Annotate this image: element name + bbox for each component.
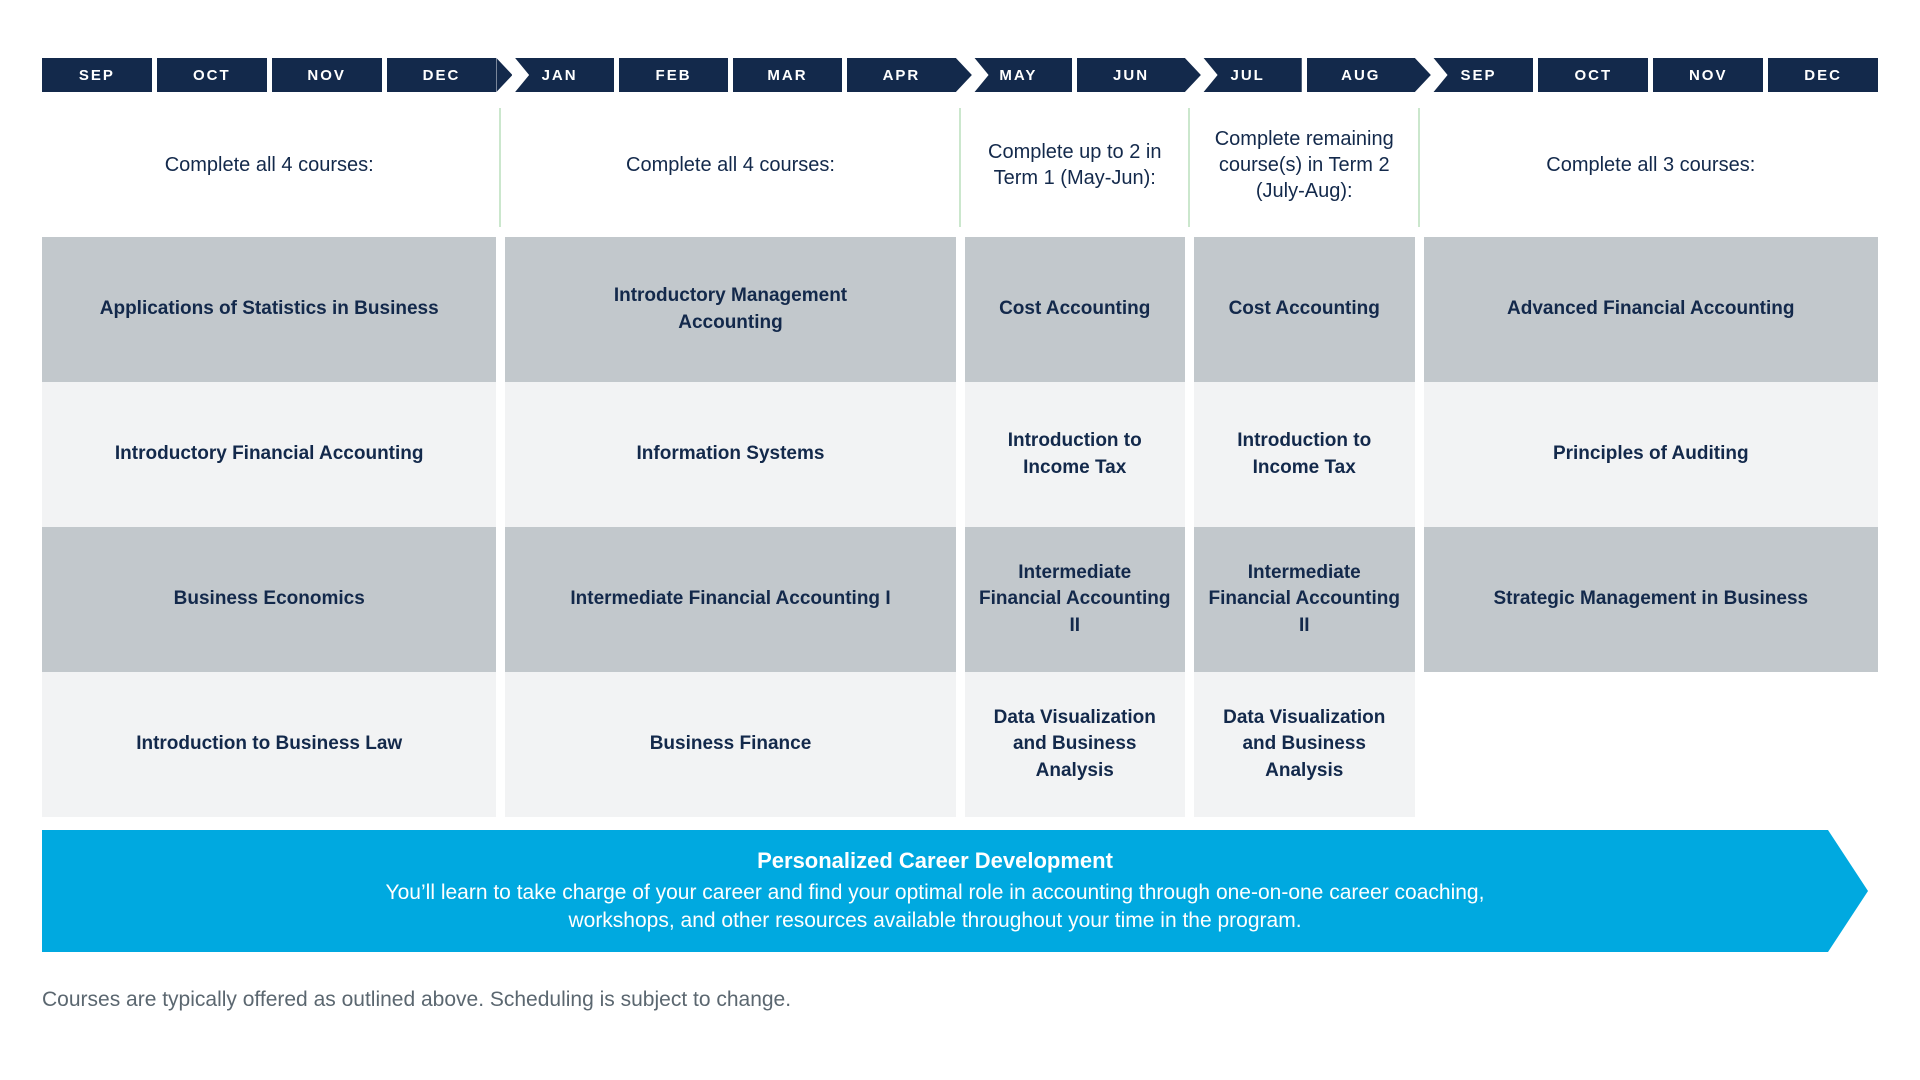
course-box: Information Systems	[505, 382, 956, 527]
course-column: Applications of Statistics in Business I…	[42, 237, 497, 817]
month-cell: NOV	[1653, 58, 1764, 92]
column-header-label: Complete remaining course(s) in Term 2 (…	[1214, 127, 1394, 202]
month-cell: FEB	[619, 58, 728, 92]
course-column: Advanced Financial Accounting Principles…	[1423, 237, 1878, 817]
schedule-footnote: Courses are typically offered as outline…	[42, 988, 792, 1011]
course-name: Information Systems	[636, 443, 825, 465]
column-header-label: Complete all 3 courses:	[1546, 153, 1756, 176]
course-box: Introduction to Income Tax	[964, 382, 1185, 527]
course-name: Applications of Statistics in Business	[99, 298, 439, 320]
month-group-year1-winter: JAN FEB MAR APR	[505, 58, 956, 92]
month-cell: AUG	[1306, 58, 1415, 92]
month-cell: OCT	[156, 58, 267, 92]
month-group-summer-term2: JUL AUG	[1194, 58, 1415, 92]
course-name: Introduction to Business Law	[136, 733, 403, 755]
course-box: Introductory Management Accounting	[505, 237, 956, 382]
course-name: Intermediate Financial Accounting I	[570, 588, 891, 610]
course-box: Introduction to Income Tax	[1193, 382, 1415, 527]
course-box: Business Finance	[505, 672, 956, 817]
course-name: Cost Accounting	[999, 298, 1151, 320]
course-column: Cost Accounting Introduction to Income T…	[1193, 237, 1415, 817]
course-box: Intermediate Financial Accounting II	[1193, 527, 1415, 672]
month-cell: DEC	[386, 58, 497, 92]
banner-title: Personalized Career Development	[757, 847, 1113, 873]
course-box: Cost Accounting	[1193, 237, 1415, 382]
month-cell: DEC	[1768, 58, 1878, 92]
month-cell: JAN	[515, 58, 615, 92]
banner-description-line1: You’ll learn to take charge of your care…	[385, 880, 1485, 904]
course-columns: Applications of Statistics in Business I…	[42, 237, 1878, 817]
course-box: Introduction to Business Law	[42, 672, 497, 817]
column-header-label: Complete all 4 courses:	[164, 153, 374, 176]
course-box: Advanced Financial Accounting	[1423, 237, 1878, 382]
course-name: Introduction to Income Tax	[1007, 429, 1142, 478]
course-name: Introductory Financial Accounting	[114, 443, 424, 465]
course-box: Strategic Management in Business	[1423, 527, 1878, 672]
program-schedule-infographic: SEP OCT NOV DEC JAN FEB MAR APR MAY JUN …	[0, 0, 1920, 1012]
column-header-label: Complete all 4 courses:	[626, 153, 835, 176]
column-header-label: Complete up to 2 in Term 1 (May-Jun):	[988, 140, 1162, 189]
course-column: Introductory Management Accounting Infor…	[505, 237, 956, 817]
column-header: Complete remaining course(s) in Term 2 (…	[1187, 92, 1415, 237]
column-header: Complete all 4 courses:	[499, 92, 956, 237]
month-cell: JUN	[1077, 58, 1185, 92]
course-box: Principles of Auditing	[1423, 382, 1878, 527]
month-cell: NOV	[271, 58, 382, 92]
course-box: Introductory Financial Accounting	[42, 382, 497, 527]
month-bar: SEP OCT NOV DEC JAN FEB MAR APR MAY JUN …	[42, 58, 1878, 92]
month-group-summer-term1: MAY JUN	[965, 58, 1185, 92]
column-header: Complete all 4 courses:	[42, 92, 496, 237]
course-name: Introduction to Income Tax	[1237, 429, 1372, 478]
course-box: Intermediate Financial Accounting I	[505, 527, 956, 672]
course-column: Cost Accounting Introduction to Income T…	[964, 237, 1185, 817]
course-box: Business Economics	[42, 527, 497, 672]
course-name: Cost Accounting	[1228, 298, 1380, 320]
course-name: Business Economics	[173, 588, 365, 610]
month-cell: SEP	[42, 58, 152, 92]
course-box: Cost Accounting	[964, 237, 1185, 382]
course-name: Advanced Financial Accounting	[1507, 298, 1795, 320]
month-cell: APR	[846, 58, 956, 92]
career-development-banner: Personalized Career Development You’ll l…	[42, 830, 1868, 952]
month-cell: JUL	[1203, 58, 1302, 92]
course-name: Introductory Management Accounting	[613, 284, 848, 333]
month-group-year1-fall: SEP OCT NOV DEC	[42, 58, 497, 92]
course-name: Principles of Auditing	[1552, 443, 1749, 465]
month-cell: MAY	[974, 58, 1073, 92]
month-cell: OCT	[1538, 58, 1649, 92]
course-name: Intermediate Financial Accounting II	[979, 561, 1171, 636]
course-name: Data Visualization and Business Analysis	[993, 706, 1156, 781]
course-name: Business Finance	[649, 733, 812, 755]
banner-description-line2: workshops, and other resources available…	[568, 908, 1302, 932]
column-headers: Complete all 4 courses: Complete all 4 c…	[42, 92, 1878, 237]
course-box: Applications of Statistics in Business	[42, 237, 497, 382]
month-group-year2-fall: SEP OCT NOV DEC	[1424, 58, 1878, 92]
course-name: Data Visualization and Business Analysis	[1223, 706, 1386, 781]
course-box: Intermediate Financial Accounting II	[964, 527, 1185, 672]
course-name: Intermediate Financial Accounting II	[1208, 561, 1400, 636]
column-header: Complete up to 2 in Term 1 (May-Jun):	[958, 92, 1185, 237]
course-box: Data Visualization and Business Analysis	[964, 672, 1185, 817]
course-name: Strategic Management in Business	[1493, 588, 1809, 610]
month-cell: SEP	[1433, 58, 1534, 92]
column-header: Complete all 3 courses:	[1417, 92, 1878, 237]
month-cell: MAR	[733, 58, 842, 92]
course-box: Data Visualization and Business Analysis	[1193, 672, 1415, 817]
